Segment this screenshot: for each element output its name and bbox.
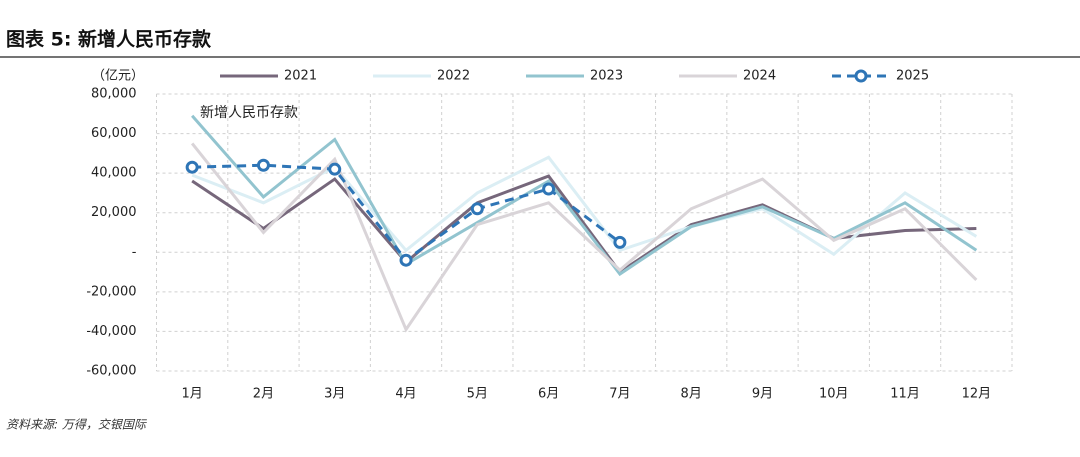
point — [399, 253, 413, 267]
x-tick-label: 11月 — [890, 387, 920, 402]
point — [613, 235, 627, 249]
source: 资料来源: 万得，交银国际 — [6, 418, 148, 432]
x-tick-label: 2月 — [253, 387, 274, 402]
legend-label: 2022 — [437, 69, 470, 84]
y-tick-label: -20,000 — [86, 284, 136, 299]
y-tick-label: - — [132, 245, 137, 260]
y-tick-label: 80,000 — [91, 87, 137, 102]
legend-label: 2021 — [284, 69, 317, 84]
legend-label: 2025 — [896, 69, 929, 84]
legend-label: 2024 — [743, 69, 776, 84]
point — [328, 162, 342, 176]
x-tick-label: 8月 — [681, 387, 702, 402]
point — [470, 202, 484, 216]
x-tick-label: 12月 — [962, 387, 992, 402]
series-line — [192, 163, 621, 263]
y-tick-label: 40,000 — [91, 166, 137, 181]
point — [256, 158, 270, 172]
y-tick-label: 60,000 — [91, 126, 137, 141]
x-tick-label: 3月 — [324, 387, 345, 402]
legend-label: 2023 — [590, 69, 623, 84]
x-tick-label: 7月 — [609, 387, 630, 402]
x-tick-label: 4月 — [395, 387, 416, 402]
series-line — [191, 114, 978, 277]
x-tick-label: 5月 — [467, 387, 488, 402]
series-line — [191, 174, 977, 275]
chart-title: 图表 5: 新增人民币存款 — [6, 28, 212, 51]
point — [542, 182, 556, 196]
x-tick-label: 6月 — [538, 387, 559, 402]
x-tick-label: 1月 — [182, 387, 203, 402]
series-line — [190, 142, 978, 333]
x-tick-label: 10月 — [819, 387, 849, 402]
legend-marker — [854, 69, 868, 83]
annotation: 新增人民币存款 — [200, 105, 298, 121]
y-unit: （亿元） — [92, 69, 144, 84]
y-tick-label: -60,000 — [86, 364, 136, 379]
y-tick-label: -40,000 — [86, 324, 136, 339]
y-tick-label: 20,000 — [91, 205, 137, 220]
point — [185, 160, 199, 174]
x-tick-label: 9月 — [752, 387, 773, 402]
